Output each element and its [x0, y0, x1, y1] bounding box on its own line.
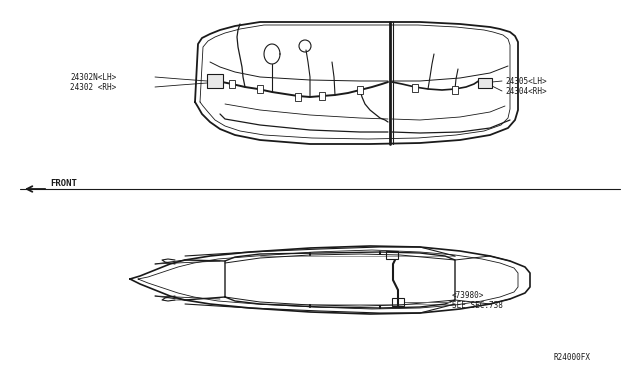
Text: 24302N<LH>: 24302N<LH>: [70, 73, 116, 81]
Bar: [478, 78, 492, 88]
Text: 24305<LH>: 24305<LH>: [505, 77, 547, 86]
Bar: [319, 92, 325, 100]
Text: <73980>: <73980>: [452, 291, 484, 299]
Bar: [392, 298, 404, 306]
Bar: [357, 86, 363, 94]
Bar: [257, 85, 263, 93]
Text: SEE SEC.738: SEE SEC.738: [452, 301, 503, 310]
Bar: [229, 80, 235, 88]
Bar: [207, 74, 223, 88]
Bar: [386, 251, 398, 259]
Text: 24302 <RH>: 24302 <RH>: [70, 83, 116, 92]
Bar: [412, 84, 418, 92]
Bar: [452, 86, 458, 94]
Text: R24000FX: R24000FX: [553, 353, 590, 362]
Text: FRONT: FRONT: [50, 179, 77, 188]
Text: 24304<RH>: 24304<RH>: [505, 87, 547, 96]
Bar: [295, 93, 301, 101]
